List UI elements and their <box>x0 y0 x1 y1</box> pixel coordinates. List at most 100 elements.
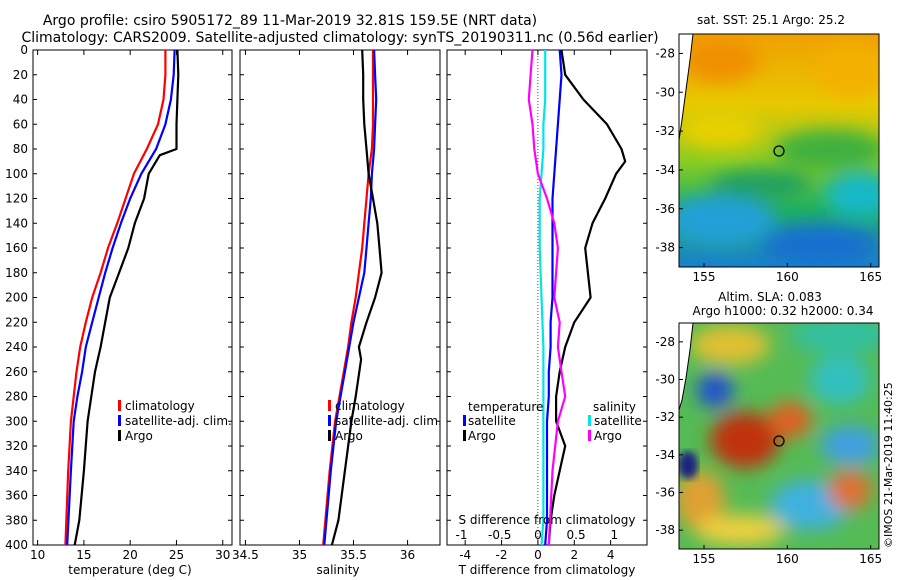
x-tick-label: 10 <box>30 548 45 562</box>
map-y-tick-label: -36 <box>655 486 675 500</box>
map-y-tick-label: -38 <box>655 241 675 255</box>
series-s-satellite <box>538 50 547 546</box>
map-y-tick-label: -28 <box>655 335 675 349</box>
x-tick-label: -4 <box>459 548 471 562</box>
depth-tick-label: 300 <box>5 414 28 428</box>
temperature-panel: 10 15 20 25 30 <box>30 49 233 562</box>
series-s-argo <box>527 49 567 546</box>
legend-s-satellite: satellite <box>594 414 642 428</box>
x2-tick-label: 1 <box>610 528 618 542</box>
sla-map <box>679 323 879 549</box>
series-climatology <box>64 50 167 546</box>
depth-tick-label: 360 <box>5 489 28 503</box>
legend-t-satellite: satellite <box>468 414 516 428</box>
legend-swatch-climatology <box>118 400 121 411</box>
x-tick-label: 20 <box>123 548 138 562</box>
map-y-tick-label: -30 <box>655 85 675 99</box>
map-y-tick-label: -28 <box>655 46 675 60</box>
difference-xlabel2: S difference from climatology <box>459 513 636 527</box>
map-x-tick-label: 160 <box>776 552 799 566</box>
map-x-tick-label: 155 <box>693 270 716 284</box>
series-satellite-adj-clim- <box>66 49 176 546</box>
depth-tick-label: 220 <box>5 315 28 329</box>
depth-tick-label: 240 <box>5 340 28 354</box>
depth-tick-label: 320 <box>5 439 28 453</box>
legend-argo: Argo <box>335 429 363 443</box>
x-tick-label: 15 <box>76 548 91 562</box>
sla-map-title: Altim. SLA: 0.083 <box>718 290 822 304</box>
map-y-tick-label: -32 <box>655 410 675 424</box>
legend-temperature-title: temperature <box>468 400 543 414</box>
map-x-tick-label: 155 <box>693 552 716 566</box>
depth-tick-label: 60 <box>13 117 28 131</box>
legend-salinity-title: salinity <box>593 400 636 414</box>
series-t-satellite <box>544 49 563 546</box>
legend-satellite: satellite-adj. clim. <box>125 414 232 428</box>
sla-map-subtitle: Argo h1000: 0.32 h2000: 0.34 <box>693 304 874 318</box>
legend-s-argo: Argo <box>594 429 622 443</box>
series-t-argo <box>547 49 627 546</box>
x-tick-label: 35 <box>292 548 307 562</box>
series-argo <box>330 49 383 546</box>
x-tick-label: 0 <box>534 548 542 562</box>
depth-tick-label: 260 <box>5 365 28 379</box>
legend-climatology: climatology <box>335 399 405 413</box>
x-tick-label: -2 <box>496 548 508 562</box>
legend-swatch-t-satellite <box>463 415 466 426</box>
legend-swatch-argo <box>328 430 331 441</box>
legend-swatch-s-satellite <box>588 415 591 426</box>
map-y-tick-label: -34 <box>655 163 675 177</box>
depth-tick-label: 0 <box>20 43 28 57</box>
map-y-tick-label: -38 <box>655 523 675 537</box>
map-y-tick-label: -36 <box>655 202 675 216</box>
series-satellite-adj-clim- <box>323 49 378 546</box>
map-x-tick-label: 165 <box>859 552 882 566</box>
depth-axis: 0 20 40 60 80 100 120 140 160 180 200 220 240 260 280 3… <box>5 43 28 552</box>
temperature-legend: climatology satellite-adj. clim. Argo <box>118 399 232 443</box>
legend-t-argo: Argo <box>468 429 496 443</box>
x2-tick-label: -0.5 <box>488 528 511 542</box>
x-tick-label: 25 <box>169 548 184 562</box>
legend-swatch-t-argo <box>463 430 466 441</box>
depth-tick-label: 380 <box>5 513 28 527</box>
map-y-tick-label: -34 <box>655 448 675 462</box>
legend-climatology: climatology <box>125 399 195 413</box>
x2-tick-label: 0 <box>534 528 542 542</box>
sla-argo-marker <box>773 435 785 447</box>
title-line2: Climatology: CARS2009. Satellite-adjuste… <box>21 30 658 46</box>
legend-swatch-satellite <box>118 415 121 426</box>
x-tick-label: 34.5 <box>232 548 259 562</box>
sst-map-axes: 155 160 165 -28 -30 -32 -34 -36 -38 <box>655 46 882 284</box>
x-tick-label: 36 <box>400 548 415 562</box>
depth-tick-label: 120 <box>5 192 28 206</box>
legend-swatch-climatology <box>328 400 331 411</box>
sla-map-axes: 155 160 165 -28 -30 -32 -34 -36 -38 <box>655 335 882 566</box>
legend-swatch-s-argo <box>588 430 591 441</box>
legend-satellite: satellite-adj. clim. <box>335 414 442 428</box>
depth-tick-label: 140 <box>5 216 28 230</box>
depth-tick-label: 80 <box>13 142 28 156</box>
x2-tick-label: -1 <box>456 528 468 542</box>
map-x-tick-label: 160 <box>776 270 799 284</box>
watermark: ©IMOS 21-Mar-2019 11:40:25 <box>882 382 895 548</box>
depth-tick-label: 100 <box>5 167 28 181</box>
salinity-panel: 34.5 35 35.5 36 <box>232 49 441 562</box>
legend-argo: Argo <box>125 429 153 443</box>
depth-tick-label: 200 <box>5 291 28 305</box>
depth-tick-label: 340 <box>5 464 28 478</box>
depth-tick-label: 180 <box>5 266 28 280</box>
salinity-legend: climatology satellite-adj. clim. Argo <box>328 399 442 443</box>
series-argo <box>73 49 180 546</box>
sst-map-title: sat. SST: 25.1 Argo: 25.2 <box>697 13 845 27</box>
x-tick-label: 30 <box>215 548 230 562</box>
sst-argo-marker <box>773 145 785 157</box>
x-tick-label: 2 <box>570 548 578 562</box>
x-tick-label: 35.5 <box>340 548 367 562</box>
map-y-tick-label: -32 <box>655 124 675 138</box>
sst-map <box>679 34 879 267</box>
difference-xlabel: T difference from climatology <box>458 563 636 577</box>
difference-panel: -4 -2 0 2 4 -1 -0.5 0 0.5 1 <box>446 49 648 562</box>
title-line1: Argo profile: csiro 5905172_89 11-Mar-20… <box>43 13 537 29</box>
depth-tick-label: 280 <box>5 390 28 404</box>
